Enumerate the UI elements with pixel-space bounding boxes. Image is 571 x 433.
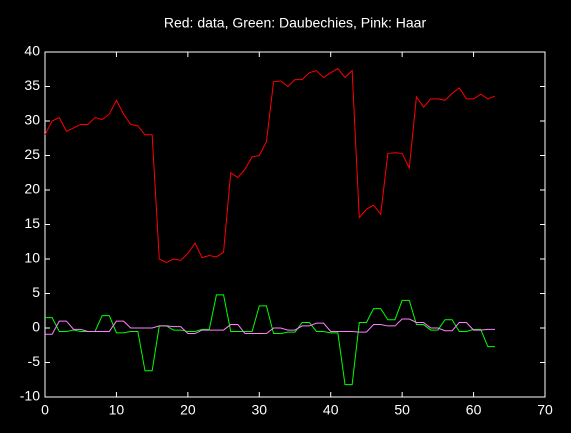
x-tick-label: 20: [180, 402, 196, 418]
y-tick-label: 25: [24, 146, 40, 162]
y-tick-label: 40: [24, 43, 40, 59]
y-tick-label: 15: [24, 215, 40, 231]
x-tick-label: 30: [251, 402, 267, 418]
y-tick-label: 5: [32, 284, 40, 300]
chart-title: Red: data, Green: Daubechies, Pink: Haar: [164, 15, 427, 31]
x-tick-label: 0: [41, 402, 49, 418]
x-tick-label: 50: [394, 402, 410, 418]
y-tick-label: 20: [24, 181, 40, 197]
x-tick-label: 40: [323, 402, 339, 418]
y-tick-label: 0: [32, 319, 40, 335]
y-tick-label: -5: [28, 353, 41, 369]
x-tick-label: 70: [537, 402, 553, 418]
series-line: [45, 294, 495, 386]
x-tick-label: 60: [466, 402, 482, 418]
series-line: [45, 318, 495, 335]
series-line: [44, 67, 496, 264]
y-tick-label: -10: [20, 388, 40, 404]
y-tick-label: 30: [24, 112, 40, 128]
x-tick-label: 10: [109, 402, 125, 418]
y-tick-label: 35: [24, 77, 40, 93]
y-tick-label: 10: [24, 250, 40, 266]
